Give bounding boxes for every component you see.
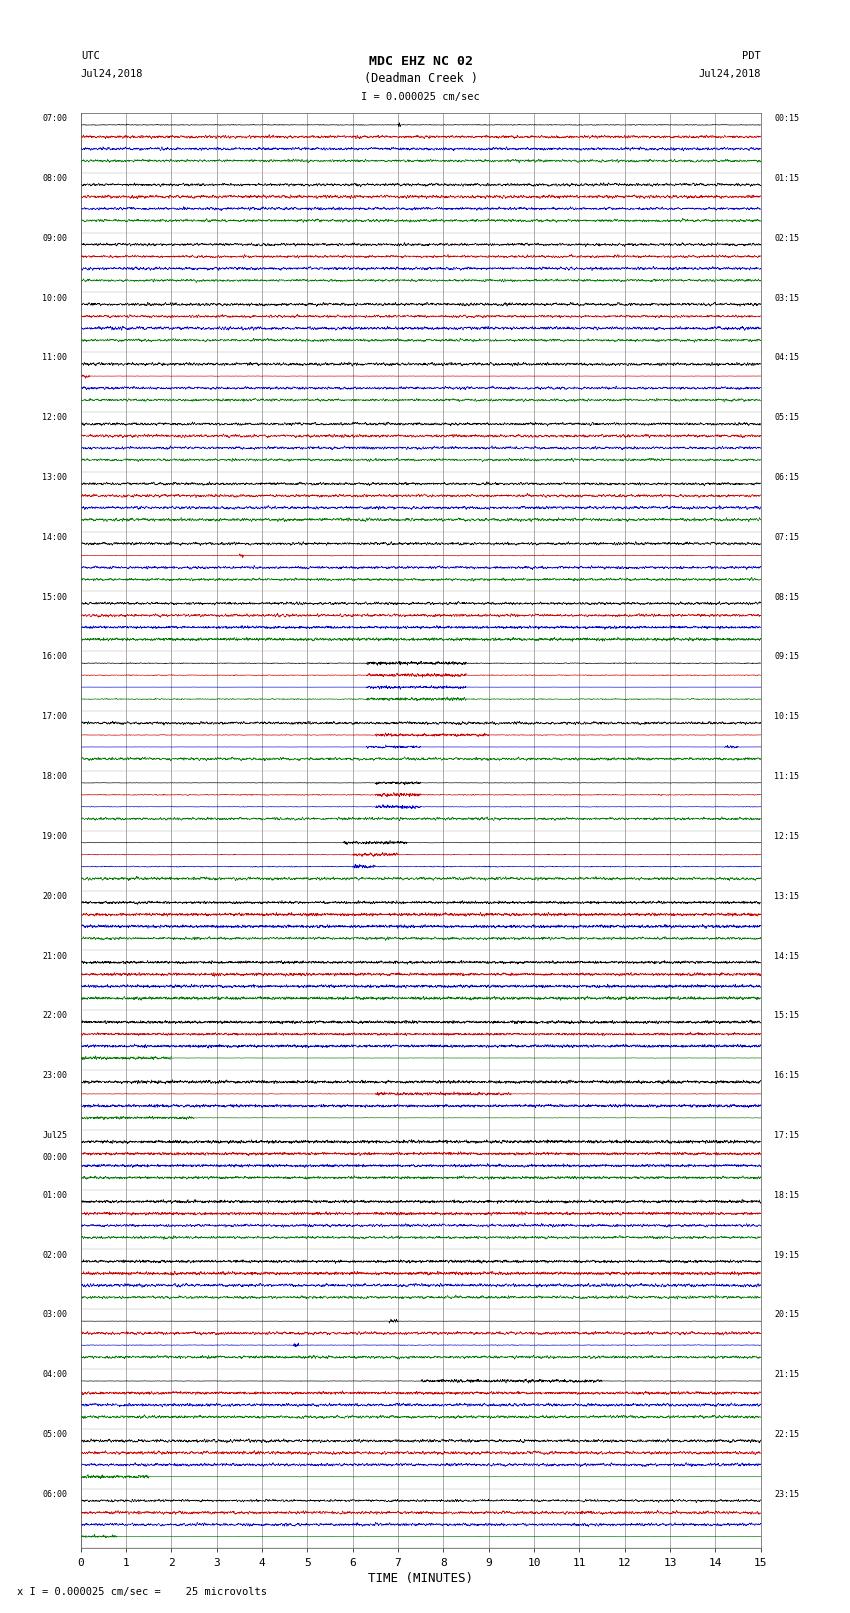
Text: 01:15: 01:15 [774, 174, 799, 182]
Text: 17:00: 17:00 [42, 713, 67, 721]
Text: 19:15: 19:15 [774, 1250, 799, 1260]
Text: 20:15: 20:15 [774, 1310, 799, 1319]
Text: 19:00: 19:00 [42, 832, 67, 840]
Text: 18:00: 18:00 [42, 773, 67, 781]
Text: 00:00: 00:00 [42, 1153, 67, 1161]
Text: 12:15: 12:15 [774, 832, 799, 840]
Text: 16:15: 16:15 [774, 1071, 799, 1081]
Text: 04:00: 04:00 [42, 1369, 67, 1379]
Text: 14:15: 14:15 [774, 952, 799, 960]
Text: 11:00: 11:00 [42, 353, 67, 363]
Text: 06:00: 06:00 [42, 1490, 67, 1498]
Text: 13:15: 13:15 [774, 892, 799, 900]
Text: 08:15: 08:15 [774, 592, 799, 602]
Text: 16:00: 16:00 [42, 652, 67, 661]
Text: 05:00: 05:00 [42, 1431, 67, 1439]
Text: 10:00: 10:00 [42, 294, 67, 303]
Text: 07:00: 07:00 [42, 115, 67, 123]
Text: 02:00: 02:00 [42, 1250, 67, 1260]
Text: Jul24,2018: Jul24,2018 [698, 69, 761, 79]
Text: 09:00: 09:00 [42, 234, 67, 242]
Text: Jul25: Jul25 [42, 1131, 67, 1140]
Text: 03:15: 03:15 [774, 294, 799, 303]
Text: 15:15: 15:15 [774, 1011, 799, 1021]
Text: 07:15: 07:15 [774, 532, 799, 542]
Text: 01:00: 01:00 [42, 1190, 67, 1200]
Text: PDT: PDT [742, 52, 761, 61]
Text: 22:00: 22:00 [42, 1011, 67, 1021]
Text: 13:00: 13:00 [42, 473, 67, 482]
Text: 23:00: 23:00 [42, 1071, 67, 1081]
Text: 15:00: 15:00 [42, 592, 67, 602]
Text: 04:15: 04:15 [774, 353, 799, 363]
Text: 12:00: 12:00 [42, 413, 67, 423]
Text: UTC: UTC [81, 52, 99, 61]
Text: 00:15: 00:15 [774, 115, 799, 123]
Text: (Deadman Creek ): (Deadman Creek ) [364, 73, 478, 85]
Text: 17:15: 17:15 [774, 1131, 799, 1140]
Text: 06:15: 06:15 [774, 473, 799, 482]
Text: 20:00: 20:00 [42, 892, 67, 900]
Text: 02:15: 02:15 [774, 234, 799, 242]
Text: 22:15: 22:15 [774, 1431, 799, 1439]
Text: MDC EHZ NC 02: MDC EHZ NC 02 [369, 55, 473, 68]
Text: 23:15: 23:15 [774, 1490, 799, 1498]
Text: 05:15: 05:15 [774, 413, 799, 423]
Text: Jul24,2018: Jul24,2018 [81, 69, 144, 79]
Text: x I = 0.000025 cm/sec =    25 microvolts: x I = 0.000025 cm/sec = 25 microvolts [17, 1587, 267, 1597]
Text: 10:15: 10:15 [774, 713, 799, 721]
Text: I = 0.000025 cm/sec: I = 0.000025 cm/sec [361, 92, 480, 102]
Text: 11:15: 11:15 [774, 773, 799, 781]
Text: 08:00: 08:00 [42, 174, 67, 182]
Text: 03:00: 03:00 [42, 1310, 67, 1319]
X-axis label: TIME (MINUTES): TIME (MINUTES) [368, 1571, 473, 1584]
Text: 09:15: 09:15 [774, 652, 799, 661]
Text: 14:00: 14:00 [42, 532, 67, 542]
Text: 18:15: 18:15 [774, 1190, 799, 1200]
Text: 21:15: 21:15 [774, 1369, 799, 1379]
Text: 21:00: 21:00 [42, 952, 67, 960]
